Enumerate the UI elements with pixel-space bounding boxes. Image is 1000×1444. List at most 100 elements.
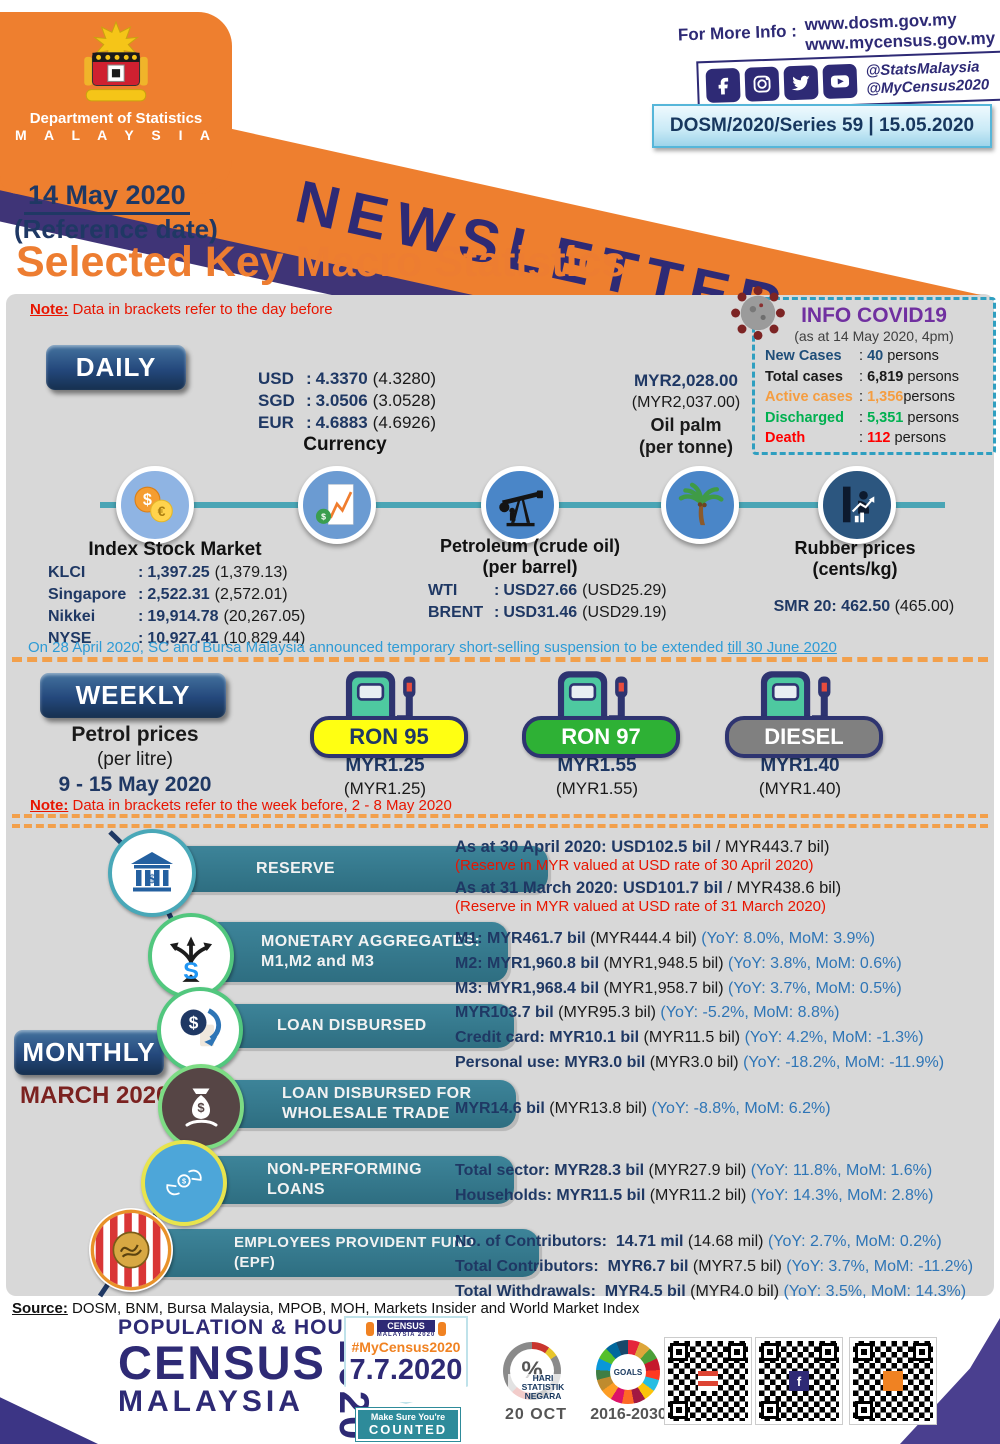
facebook-icon[interactable]	[705, 67, 741, 104]
currency-title: Currency	[303, 434, 387, 455]
twitter-icon[interactable]	[783, 65, 819, 101]
wholesale-loan-pill: LOAN DISBURSED FOR WHOLESALE TRADE	[208, 1080, 516, 1128]
hari-statistik-label: HARI STATISTIK NEGARA	[508, 1374, 578, 1401]
diesel-price: MYR1.40 (MYR1.40)	[758, 755, 842, 798]
monthly-period: MARCH 2020	[20, 1082, 170, 1109]
wholesale-moneybag-icon	[158, 1064, 244, 1150]
rubber-value-line: SMR 20: 462.50 (465.00)	[773, 598, 955, 615]
wholesale-details: MYR14.6 bil (MYR13.8 bil) (YoY: -8.8%, M…	[455, 1100, 831, 1117]
shortsell-underlined: till 30 June 2020	[727, 639, 837, 656]
monetary-details: M1: MYR461.7 bil (MYR444.4 bil) (YoY: 8.…	[455, 930, 902, 997]
mycensus-badge: CENSUS MALAYSIA 2020 #MyCensus2020 7.7.2…	[344, 1316, 468, 1404]
monthly-section-button: MONTHLY	[14, 1030, 164, 1075]
instagram-icon[interactable]	[744, 66, 780, 102]
epf-details: No. of Contributors: 14.71 mil (14.68 mi…	[455, 1233, 974, 1300]
stock-market-icon	[298, 466, 376, 544]
loan-disbursed-pill: LOAN DISBURSED	[205, 1004, 514, 1048]
more-info-label: For More Info :	[677, 21, 798, 45]
epf-pill: EMPLOYEES PROVIDENT FUND (EPF)	[140, 1229, 539, 1277]
series-badge: DOSM/2020/Series 59 | 15.05.2020	[652, 104, 992, 148]
reserve-details: As at 30 April 2020: USD102.5 bil / MYR4…	[455, 838, 842, 915]
coronavirus-icon	[726, 281, 790, 345]
census-line2: CENSUS	[118, 1336, 326, 1389]
petroleum-row-wti: WTI: USD27.66 (USD25.29)	[428, 582, 667, 599]
ron97-badge: RON 97	[522, 716, 680, 758]
youtube-icon[interactable]	[822, 63, 858, 99]
monetary-aggregates-icon	[148, 913, 234, 999]
sdg-years: 2016-2030	[590, 1406, 667, 1423]
dept-name-line1: Department of Statistics	[29, 110, 203, 127]
currency-usd: USD:4.3370 (4.3280)	[258, 369, 436, 388]
oil-palm-prev: (MYR2,037.00)	[631, 394, 741, 411]
divider-orange-1	[12, 657, 988, 662]
currency-sgd: SGD:3.0506 (3.0528)	[258, 391, 436, 410]
census-mini-logo: CENSUS MALAYSIA 2020	[344, 1320, 468, 1338]
rubber-icon	[818, 466, 896, 544]
series-text: DOSM/2020/Series 59 | 15.05.2020	[669, 115, 975, 136]
epf-logo-icon	[89, 1208, 173, 1292]
mycensus-hashtag: #MyCensus2020	[351, 1339, 461, 1355]
oil-palm-unit: (per tonne)	[639, 437, 733, 457]
qr-code-dosm[interactable]	[664, 1337, 752, 1425]
npl-hands-icon	[141, 1140, 227, 1226]
social-media-box: @StatsMalaysia @MyCensus2020	[696, 50, 1000, 112]
stock-row-nikkei: Nikkei:19,914.78 (20,267.05)	[48, 608, 306, 625]
currency-icon	[116, 466, 194, 544]
npl-pill: NON-PERFORMING LOANS	[195, 1156, 514, 1204]
handle-mycensus[interactable]: @MyCensus2020	[865, 76, 990, 98]
covid-title: INFO COVID19	[801, 304, 947, 327]
weekly-section-button: WEEKLY	[40, 673, 226, 718]
facebook-icon: f	[789, 1371, 809, 1391]
npl-details: Total sector: MYR28.3 bil (MYR27.9 bil) …	[455, 1162, 934, 1204]
census-mini-icon	[883, 1371, 903, 1391]
petroleum-table: WTI: USD27.66 (USD25.29) BRENT: USD31.46 (US…	[428, 580, 667, 624]
malaysia-flag-icon	[698, 1371, 718, 1391]
weekly-note: Note: Data in brackets refer to the week…	[30, 797, 452, 814]
malaysia-coat-of-arms-icon	[80, 20, 152, 106]
census-line3: MALAYSIA	[118, 1385, 304, 1418]
loan-disbursed-icon	[157, 987, 243, 1073]
rubber-title: Rubber prices (cents/kg)	[794, 538, 916, 579]
stock-market-table: KLCI:1,397.25 (1,379.13) Singapore:2,522.…	[48, 562, 305, 650]
census-logo-block: POPULATION & HOUSING CENSUS MALAYSIA 202…	[118, 1316, 427, 1444]
covid-row-total: Total cases: 6,819 persons	[765, 368, 959, 385]
reference-date-label: (Reference date)	[14, 214, 218, 244]
covid-info-box: INFO COVID19 (as at 14 May 2020, 4pm) Ne…	[752, 297, 996, 455]
stock-row-klci: KLCI:1,397.25 (1,379.13)	[48, 564, 288, 581]
covid-asat: (as at 14 May 2020, 4pm)	[794, 328, 954, 344]
oil-palm-icon	[661, 466, 739, 544]
dept-name-line2: M A L A Y S I A	[15, 127, 217, 143]
dosm-logo-block: Department of Statistics M A L A Y S I A	[0, 12, 232, 194]
oil-palm-name: Oil palm	[650, 415, 722, 435]
petroleum-icon	[481, 466, 559, 544]
source-line: Source: DOSM, BNM, Bursa Malaysia, MPOB,…	[12, 1300, 640, 1317]
weekly-label-block: Petrol prices (per litre) 9 - 15 May 202…	[58, 723, 212, 796]
daily-note-label: Note:	[30, 301, 69, 318]
hari-statistik-date: 20 OCT	[504, 1406, 567, 1423]
covid-row-active: Active cases: 1,356 persons	[765, 389, 955, 405]
divider-orange-2	[12, 814, 988, 828]
reference-date: 14 May 2020	[24, 180, 190, 215]
petroleum-title: Petroleum (crude oil) (per barrel)	[439, 536, 621, 577]
currency-block: USD:4.3370 (4.3280) SGD:3.0506 (3.0528) EU…	[258, 368, 436, 434]
census-figure-icon	[438, 1322, 447, 1336]
daily-note-text: Data in brackets refer to the day before	[68, 301, 333, 318]
shortselling-note: On 28 April 2020, SC and Bursa Malaysia …	[28, 639, 837, 656]
loan-disbursed-details: MYR103.7 bil (MYR95.3 bil) (YoY: -5.2%, …	[455, 1004, 945, 1071]
qr-code-facebook[interactable]: f	[755, 1337, 843, 1425]
qr-code-census[interactable]	[849, 1337, 937, 1425]
page-title: Selected Key Macro Statistics	[16, 238, 626, 286]
census-figure-icon	[365, 1322, 374, 1336]
daily-section-button: DAILY	[46, 345, 186, 390]
daily-note: Note: Data in brackets refer to the day …	[30, 301, 333, 318]
diesel-badge: DIESEL	[725, 716, 883, 758]
oil-palm-value: MYR2,028.00	[634, 371, 738, 390]
stock-row-singapore: Singapore:2,522.31 (2,572.01)	[48, 586, 288, 603]
stock-row-nyse: NYSE:10,927.41 (10,829.44)	[48, 630, 306, 647]
ron95-badge: RON 95	[310, 716, 468, 758]
header: NEWSLETTER Department of Statistics M A …	[0, 0, 1000, 295]
petroleum-row-brent: BRENT: USD31.46 (USD29.19)	[428, 604, 667, 621]
sdg-wheel-icon: GOALS	[596, 1340, 660, 1404]
currency-eur: EUR:4.6883 (4.6926)	[258, 413, 436, 432]
